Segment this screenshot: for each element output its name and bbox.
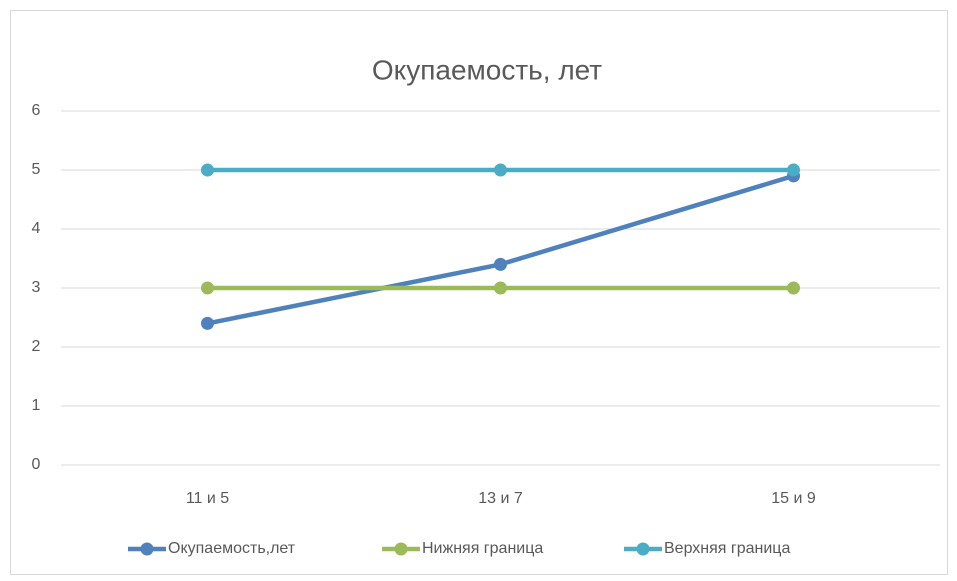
data-point bbox=[494, 281, 507, 295]
y-tick-label: 0 bbox=[32, 456, 41, 473]
x-tick-label: 15 и 9 bbox=[771, 490, 816, 507]
data-point bbox=[201, 316, 214, 330]
x-tick-label: 13 и 7 bbox=[478, 490, 523, 507]
data-point bbox=[201, 163, 214, 177]
y-tick-label: 5 bbox=[32, 161, 41, 178]
legend-label: Верхняя граница bbox=[664, 540, 790, 557]
legend-marker bbox=[636, 542, 650, 556]
data-point bbox=[201, 281, 214, 295]
y-tick-label: 4 bbox=[32, 220, 41, 237]
y-tick-label: 6 bbox=[32, 102, 41, 119]
x-tick-label: 11 и 5 bbox=[186, 490, 229, 507]
data-point bbox=[494, 257, 507, 271]
data-point bbox=[787, 281, 800, 295]
legend-label: Окупаемость,лет bbox=[168, 540, 296, 557]
legend-label: Нижняя граница bbox=[422, 540, 543, 557]
chart-title: Окупаемость, лет bbox=[372, 54, 602, 85]
legend-marker bbox=[140, 542, 154, 556]
y-tick-label: 2 bbox=[32, 338, 41, 355]
data-point bbox=[787, 163, 800, 177]
data-point bbox=[494, 163, 507, 177]
y-tick-label: 3 bbox=[32, 279, 41, 296]
legend-marker bbox=[394, 542, 408, 556]
y-tick-label: 1 bbox=[32, 397, 41, 414]
